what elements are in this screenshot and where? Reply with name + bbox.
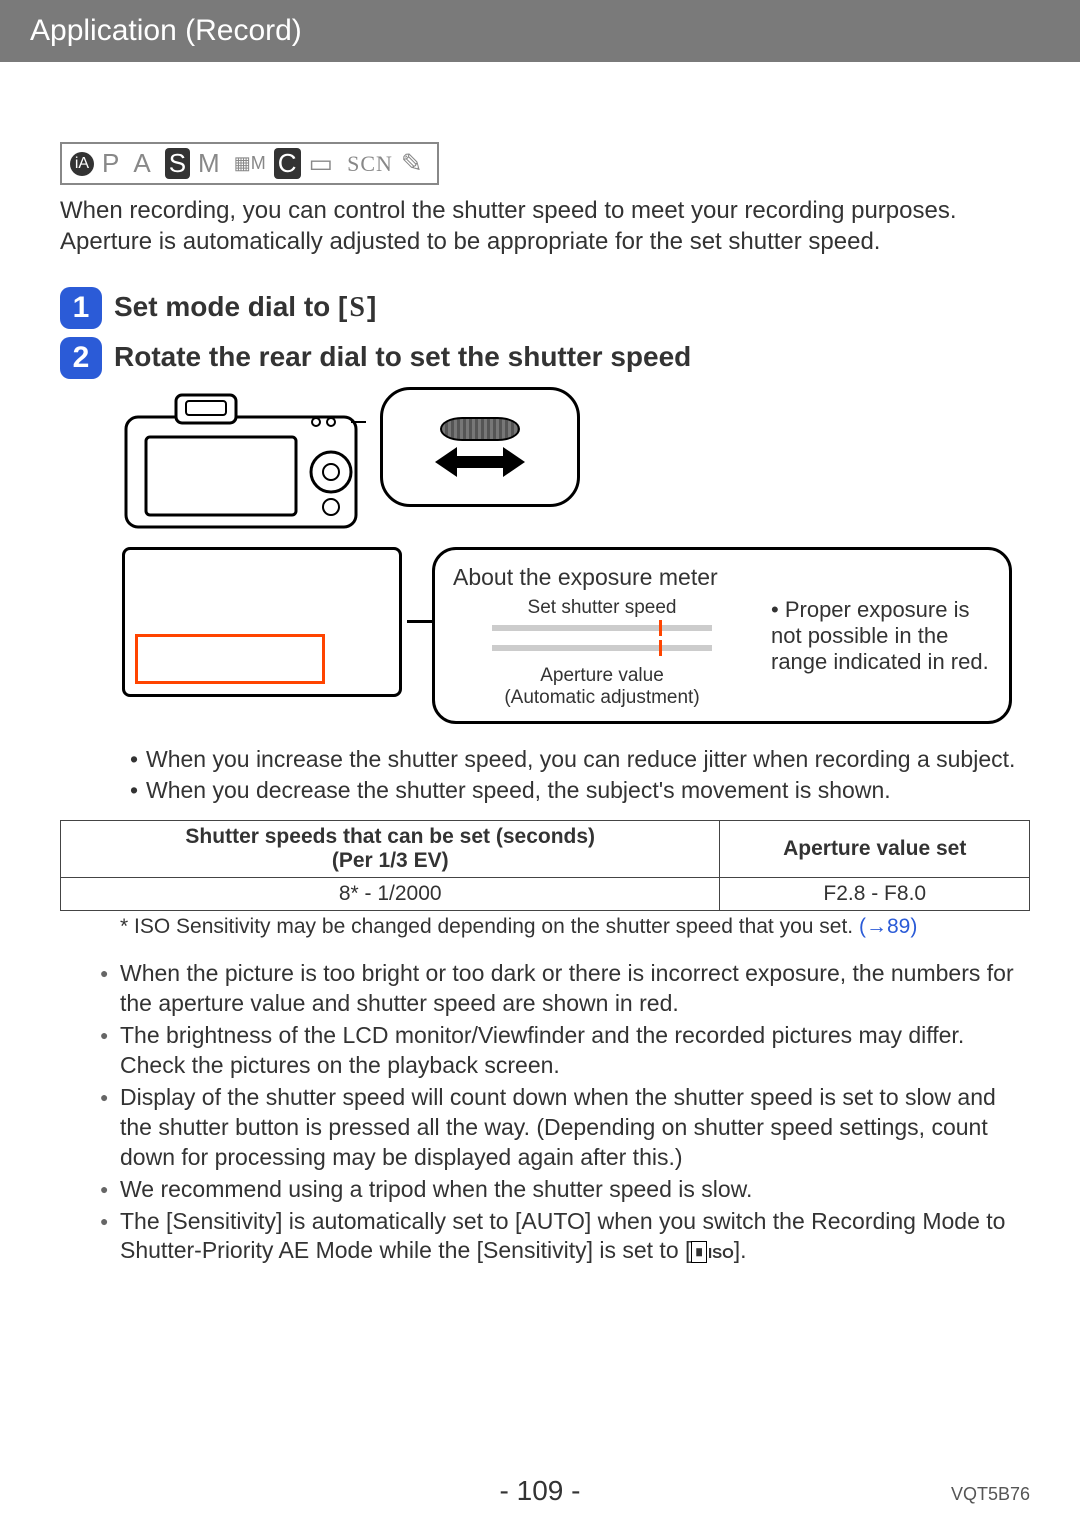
meter-note: • Proper exposure is not possible in the… — [771, 597, 991, 709]
table-header-left: Shutter speeds that can be set (seconds)… — [61, 821, 720, 878]
mode-p: P — [102, 148, 125, 179]
doc-code: VQT5B76 — [951, 1484, 1030, 1505]
rotate-arrow-icon — [435, 447, 525, 477]
breadcrumb: Application (Record) — [30, 14, 302, 47]
step-1: 1 Set mode dial to [S] — [60, 287, 1030, 329]
step-1-text: Set mode dial to [S] — [114, 287, 376, 324]
mode-m: M — [198, 148, 226, 179]
iso-icon: ∎ — [691, 1241, 707, 1263]
lcd-highlight — [135, 634, 325, 684]
table-cell-left: 8* - 1/2000 — [61, 878, 720, 911]
footnote-link[interactable]: (→89) — [859, 915, 917, 938]
camera-illustration — [116, 387, 366, 537]
step-1-number: 1 — [60, 287, 102, 329]
table-cell-right: F2.8 - F8.0 — [720, 878, 1030, 911]
exposure-meter-diagram: About the exposure meter Set shutter spe… — [122, 547, 1030, 724]
camera-diagram — [116, 387, 1030, 537]
lcd-screen-box — [122, 547, 402, 697]
meter-label-bottom-a: Aperture value — [453, 665, 751, 687]
meter-bar-top — [492, 625, 712, 631]
s-mode-icon: S — [349, 292, 365, 324]
mode-s: S — [165, 148, 190, 179]
exposure-meter-callout: About the exposure meter Set shutter spe… — [432, 547, 1012, 724]
header-bar: Application (Record) — [0, 0, 1080, 62]
post-bullet: When you decrease the shutter speed, the… — [130, 775, 1030, 806]
mode-a: A — [133, 148, 156, 179]
mode-c: C — [274, 148, 301, 179]
mode-scn: SCN — [347, 151, 393, 177]
meter-label-bottom-b: (Automatic adjustment) — [453, 687, 751, 709]
table-header-right: Aperture value set — [720, 821, 1030, 878]
footnote: * ISO Sensitivity may be changed dependi… — [120, 915, 1030, 939]
post-bullet: When you increase the shutter speed, you… — [130, 744, 1030, 775]
post-bullets: When you increase the shutter speed, you… — [130, 744, 1030, 806]
note-item-last: The [Sensitivity] is automatically set t… — [100, 1207, 1030, 1267]
mode-creative-icon: ✎ — [401, 148, 429, 179]
step-2-number: 2 — [60, 337, 102, 379]
meter-left-col: Set shutter speed Aperture value (Automa… — [453, 597, 751, 709]
mode-movie: ▦M — [234, 153, 266, 174]
mode-ia-icon: iA — [70, 152, 94, 176]
notes-list: When the picture is too bright or too da… — [100, 959, 1030, 1266]
mode-pano-icon: ▭ — [309, 148, 340, 179]
meter-bar-bottom — [492, 645, 712, 651]
note-item: The brightness of the LCD monitor/Viewfi… — [100, 1021, 1030, 1081]
note-item: When the picture is too bright or too da… — [100, 959, 1030, 1019]
page-content: iA P A S M ▦M C ▭ SCN ✎ When recording, … — [0, 62, 1080, 1266]
intro-text: When recording, you can control the shut… — [60, 195, 1030, 257]
step-2-text: Rotate the rear dial to set the shutter … — [114, 337, 691, 373]
meter-label-top: Set shutter speed — [453, 597, 751, 619]
meter-title: About the exposure meter — [453, 564, 991, 591]
rear-dial-callout — [380, 387, 580, 507]
note-item: Display of the shutter speed will count … — [100, 1083, 1030, 1173]
rear-dial-icon — [440, 417, 520, 441]
mode-dial-row: iA P A S M ▦M C ▭ SCN ✎ — [60, 142, 439, 185]
page-number: - 109 - — [0, 1475, 1080, 1507]
callout-connector — [407, 620, 435, 623]
step-2: 2 Rotate the rear dial to set the shutte… — [60, 337, 1030, 379]
spec-table: Shutter speeds that can be set (seconds)… — [60, 820, 1030, 911]
note-item: We recommend using a tripod when the shu… — [100, 1175, 1030, 1205]
